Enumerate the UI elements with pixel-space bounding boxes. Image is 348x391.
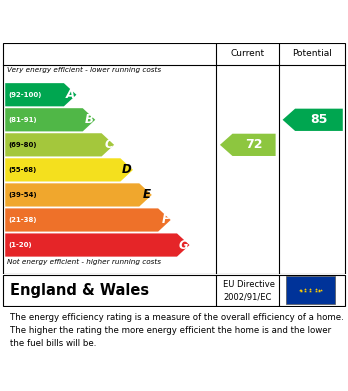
Text: (1-20): (1-20) [9, 242, 32, 248]
Polygon shape [5, 158, 133, 181]
Text: (39-54): (39-54) [9, 192, 37, 198]
Text: (55-68): (55-68) [9, 167, 37, 173]
Text: E: E [142, 188, 150, 201]
Polygon shape [5, 83, 77, 106]
Text: C: C [104, 138, 113, 151]
Polygon shape [5, 233, 190, 256]
Text: G: G [179, 239, 188, 251]
Text: (81-91): (81-91) [9, 117, 37, 123]
Text: A: A [66, 88, 75, 101]
Text: Energy Efficiency Rating: Energy Efficiency Rating [10, 14, 220, 29]
Polygon shape [5, 108, 95, 131]
Text: The energy efficiency rating is a measure of the overall efficiency of a home. T: The energy efficiency rating is a measur… [10, 313, 344, 348]
Text: (21-38): (21-38) [9, 217, 37, 223]
Text: EU Directive
2002/91/EC: EU Directive 2002/91/EC [223, 280, 275, 301]
Polygon shape [220, 134, 276, 156]
Text: B: B [85, 113, 94, 126]
Text: 85: 85 [310, 113, 327, 126]
Polygon shape [283, 109, 343, 131]
Text: (92-100): (92-100) [9, 92, 42, 98]
Text: (69-80): (69-80) [9, 142, 37, 148]
Polygon shape [5, 183, 152, 206]
Text: Very energy efficient - lower running costs: Very energy efficient - lower running co… [7, 67, 161, 74]
Text: Not energy efficient - higher running costs: Not energy efficient - higher running co… [7, 259, 161, 265]
Text: Current: Current [231, 50, 265, 59]
Text: 72: 72 [245, 138, 263, 151]
Polygon shape [5, 208, 171, 231]
Text: F: F [161, 213, 169, 226]
Polygon shape [5, 133, 114, 156]
Bar [286, 276, 335, 304]
Text: England & Wales: England & Wales [10, 283, 150, 298]
Text: Potential: Potential [292, 50, 332, 59]
Text: D: D [122, 163, 132, 176]
